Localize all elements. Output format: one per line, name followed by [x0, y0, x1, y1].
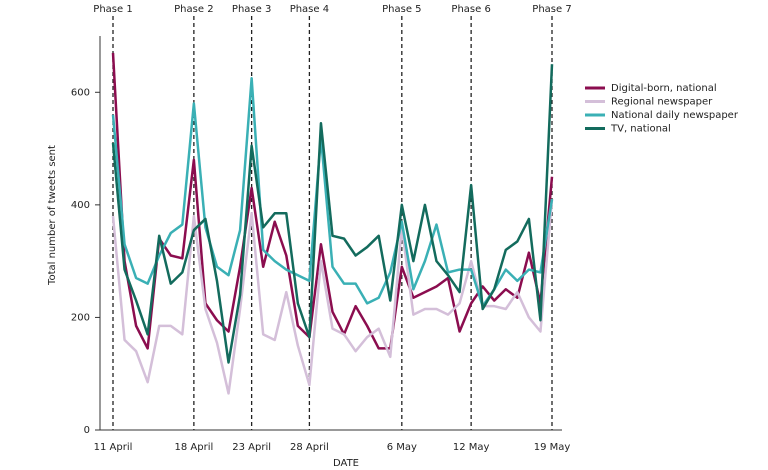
x-tick-label: 18 April	[174, 442, 213, 453]
legend-label: TV, national	[610, 124, 671, 135]
x-tick-label: 23 April	[232, 442, 271, 453]
x-axis-label: DATE	[333, 458, 359, 469]
x-tick-label: 12 May	[453, 442, 490, 453]
legend-label: National daily newspaper	[611, 110, 739, 121]
phase-label: Phase 4	[290, 4, 329, 15]
phase-label: Phase 1	[93, 4, 132, 15]
x-tick-label: 11 April	[94, 442, 133, 453]
x-tick-label: 19 May	[534, 442, 571, 453]
y-axis-label: Total number of tweets sent	[47, 145, 58, 286]
x-tick-label: 28 April	[290, 442, 329, 453]
y-tick-label: 400	[71, 200, 90, 211]
y-tick-label: 0	[84, 425, 90, 436]
phase-label: Phase 2	[174, 4, 213, 15]
series-line	[111, 64, 554, 364]
legend-label: Regional newspaper	[611, 97, 713, 108]
y-tick-label: 600	[71, 87, 90, 98]
x-tick-label: 6 May	[387, 442, 417, 453]
phase-label: Phase 5	[382, 4, 421, 15]
y-tick-label: 200	[71, 312, 90, 323]
phase-label: Phase 3	[232, 4, 271, 15]
phase-label: Phase 7	[532, 4, 571, 15]
legend-label: Digital-born, national	[611, 83, 717, 94]
phase-label: Phase 6	[451, 4, 490, 15]
series-line	[111, 76, 554, 308]
